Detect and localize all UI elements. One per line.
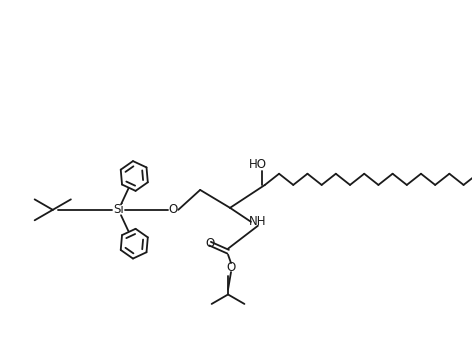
Text: NH: NH [249,215,267,228]
Text: Si: Si [113,203,124,216]
Text: O: O [205,237,215,250]
Text: HO: HO [248,157,266,171]
Text: O: O [227,261,236,274]
Text: O: O [169,203,178,216]
